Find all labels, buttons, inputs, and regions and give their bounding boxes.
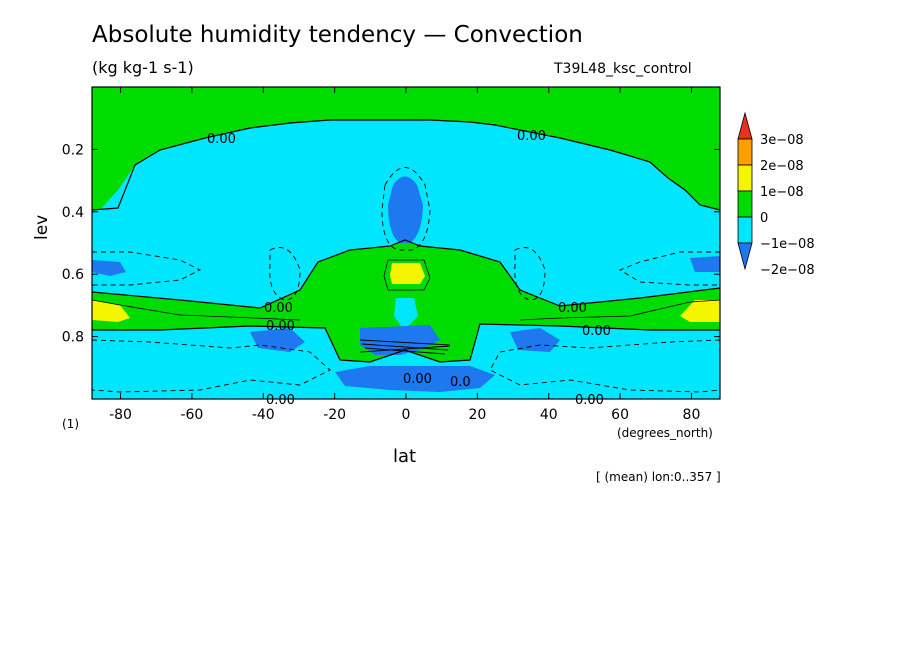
contour-label: 0.00 (266, 393, 295, 408)
x-tick-label: -80 (109, 407, 132, 423)
region-east-min (510, 328, 560, 352)
colorbar-label: −1e−08 (760, 237, 815, 252)
contour-label: 0.00 (207, 132, 236, 147)
colorbar-swatch (737, 216, 753, 244)
colorbar-label: 0 (760, 211, 768, 226)
contour-lines (92, 119, 720, 393)
contour-label: 0.00 (266, 319, 295, 334)
region-west-min (250, 328, 305, 352)
chart-title: Absolute humidity tendency — Convection (92, 22, 583, 48)
region-eq-surface-min (335, 366, 495, 392)
region-eq-gap (394, 298, 418, 330)
colorbar-arrow-bottom (737, 242, 753, 271)
colorbar: 3e−08 2e−08 1e−08 0 −1e−08 −2e−08 (737, 111, 815, 278)
contour-negative (92, 167, 720, 393)
contour-pos-thin (92, 299, 720, 321)
contour-label: 0.00 (575, 393, 604, 408)
x-tick-label: 40 (540, 407, 558, 423)
contour-label: 0.00 (558, 301, 587, 316)
colorbar-label: 1e−08 (760, 185, 804, 200)
colorbar-swatch (737, 190, 753, 218)
x-axis-label: lat (393, 446, 417, 467)
region-eq-max (390, 263, 425, 284)
contour-label: 0.0 (450, 375, 471, 390)
contour-eq-dense (359, 339, 451, 355)
contour-neg-west-low (92, 339, 331, 393)
x-tick-label: 80 (683, 407, 701, 423)
contour-neg-west-oval (269, 247, 301, 301)
contour-zero-mid (92, 239, 720, 309)
contour-neg-eq-column (381, 167, 431, 251)
colorbar-swatch (737, 164, 753, 192)
x-axis: -80 -60 -40 -20 0 20 40 60 80 (109, 87, 700, 423)
contour-neg-east-band (618, 251, 720, 286)
contour-fill (92, 87, 720, 399)
contour-label: 0.00 (582, 324, 611, 339)
x-tick-label: -20 (323, 407, 346, 423)
region-eq-upper-min (388, 176, 423, 243)
x-tick-label: 0 (402, 407, 411, 423)
y-tick-label: 0.6 (62, 267, 84, 283)
y-axis-label: lev (32, 214, 52, 240)
contour-label: 0.00 (517, 129, 546, 144)
y-tick-label: 0.2 (62, 142, 84, 158)
x-tick-label: 20 (468, 407, 486, 423)
contour-label: 0.00 (264, 301, 293, 316)
y-tick-label: 0.8 (62, 330, 84, 346)
contour-label-group: 0.00 0.00 0.00 0.00 0.00 0.00 0.00 0.00 … (207, 129, 611, 408)
contour-zero-upper (92, 119, 720, 211)
region-eq-lower-min (360, 325, 440, 355)
region-west-max (92, 300, 130, 322)
y-axis: 0.2 0.4 0.6 0.8 (62, 142, 720, 346)
x-tick-label: -60 (180, 407, 203, 423)
region-east-max (680, 300, 720, 322)
x-tick-label: 60 (611, 407, 629, 423)
contour-zero-low (92, 323, 720, 363)
level-index: (1) (62, 417, 79, 431)
colorbar-label: 2e−08 (760, 159, 804, 174)
contour-eq-max (383, 259, 431, 291)
colorbar-arrow-top (737, 111, 753, 140)
contour-neg-west-band (92, 251, 202, 286)
contour-label: 0.00 (403, 372, 432, 387)
contour-neg-east-oval (514, 247, 546, 301)
mean-note: [ (mean) lon:0..357 ] (596, 470, 721, 484)
region-upper-zero (92, 87, 720, 210)
chart-units: (kg kg-1 s-1) (92, 58, 194, 77)
x-axis-units: (degrees_north) (617, 426, 713, 440)
colorbar-swatch (737, 138, 753, 166)
region-west-edge-min (92, 260, 126, 276)
colorbar-label: 3e−08 (760, 133, 804, 148)
region-east-edge-min (690, 256, 720, 272)
run-label: T39L48_ksc_control (554, 61, 692, 77)
x-tick-label: -40 (252, 407, 275, 423)
y-tick-label: 0.4 (62, 205, 84, 221)
contour-neg-east-low (489, 339, 720, 393)
colorbar-label: −2e−08 (760, 263, 815, 278)
